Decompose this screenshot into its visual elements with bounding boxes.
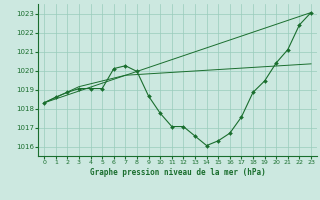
- X-axis label: Graphe pression niveau de la mer (hPa): Graphe pression niveau de la mer (hPa): [90, 168, 266, 177]
